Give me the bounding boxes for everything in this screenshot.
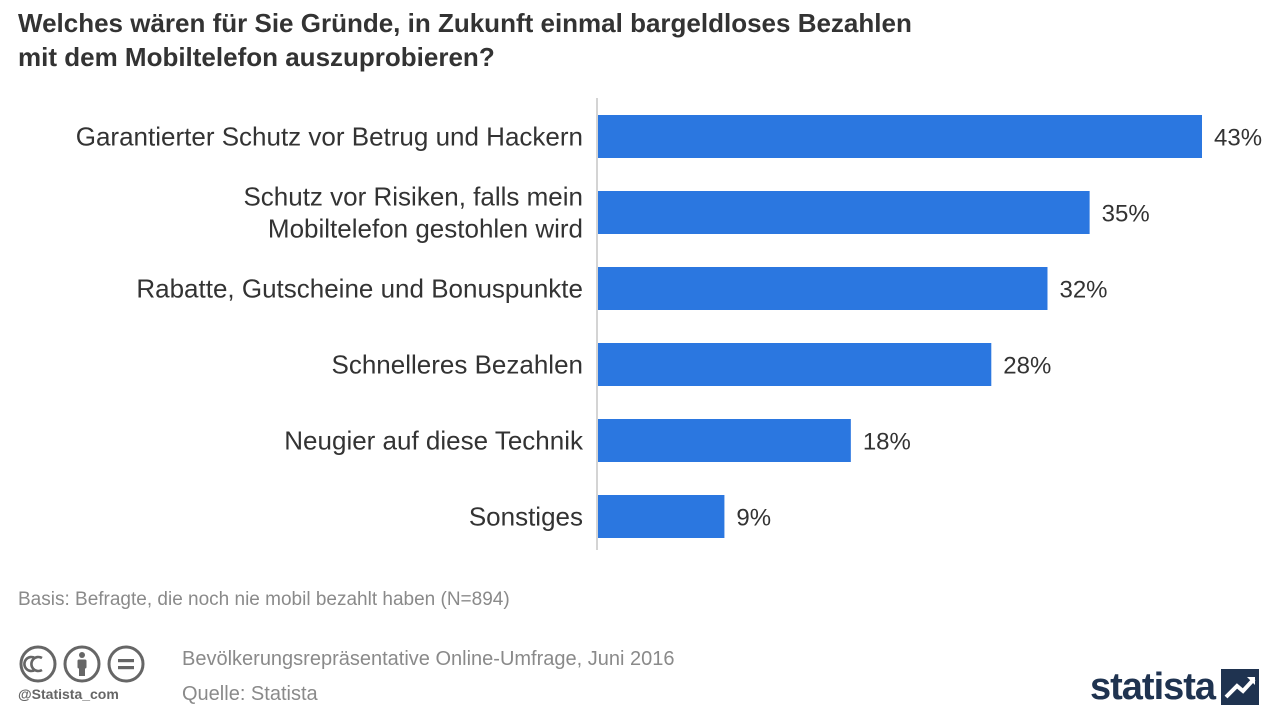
category-label-5: Neugier auf diese Technik bbox=[284, 426, 584, 456]
value-label-5: 18% bbox=[863, 429, 911, 456]
by-icon[interactable] bbox=[63, 645, 101, 683]
bar-5 bbox=[598, 419, 851, 462]
value-label-4: 28% bbox=[1003, 353, 1051, 380]
statista-handle: @Statista_com bbox=[18, 686, 119, 702]
category-label-4: Schnelleres Bezahlen bbox=[332, 350, 584, 380]
source-note: Quelle: Statista bbox=[182, 683, 318, 705]
nd-icon[interactable] bbox=[107, 645, 145, 683]
chart-title-line-2: mit dem Mobiltelefon auszuprobieren? bbox=[18, 42, 495, 72]
category-label-2-line-1: Schutz vor Risiken, falls mein bbox=[243, 182, 583, 212]
bar-2 bbox=[598, 191, 1090, 234]
bar-3 bbox=[598, 267, 1048, 310]
value-label-1: 43% bbox=[1214, 125, 1262, 152]
value-label-2: 35% bbox=[1102, 201, 1150, 228]
basis-note: Basis: Befragte, die noch nie mobil beza… bbox=[18, 589, 510, 610]
category-label-2-line-2: Mobiltelefon gestohlen wird bbox=[268, 214, 583, 244]
license-icons bbox=[18, 644, 150, 689]
category-label-6: Sonstiges bbox=[469, 502, 583, 532]
value-label-3: 32% bbox=[1059, 277, 1107, 304]
statista-logo-icon bbox=[1221, 669, 1260, 705]
category-label-3: Rabatte, Gutscheine und Bonuspunkte bbox=[136, 274, 583, 304]
bar-1 bbox=[598, 115, 1202, 158]
bar-6 bbox=[598, 495, 725, 538]
category-label-1: Garantierter Schutz vor Betrug und Hacke… bbox=[76, 122, 583, 152]
value-label-6: 9% bbox=[736, 505, 771, 532]
cc-icon[interactable] bbox=[19, 645, 57, 683]
bar-4 bbox=[598, 343, 992, 386]
chart-title: Welches wären für Sie Gründe, in Zukunft… bbox=[18, 6, 1218, 74]
survey-note: Bevölkerungsrepräsentative Online-Umfrag… bbox=[182, 648, 675, 670]
bar-chart: 43% Garantierter Schutz vor Betrug und Ha… bbox=[76, 98, 1262, 550]
chart-title-line-1: Welches wären für Sie Gründe, in Zukunft… bbox=[18, 8, 912, 38]
statista-logo-text: statista bbox=[1090, 666, 1216, 708]
statista-logo[interactable]: statista bbox=[1090, 664, 1260, 710]
